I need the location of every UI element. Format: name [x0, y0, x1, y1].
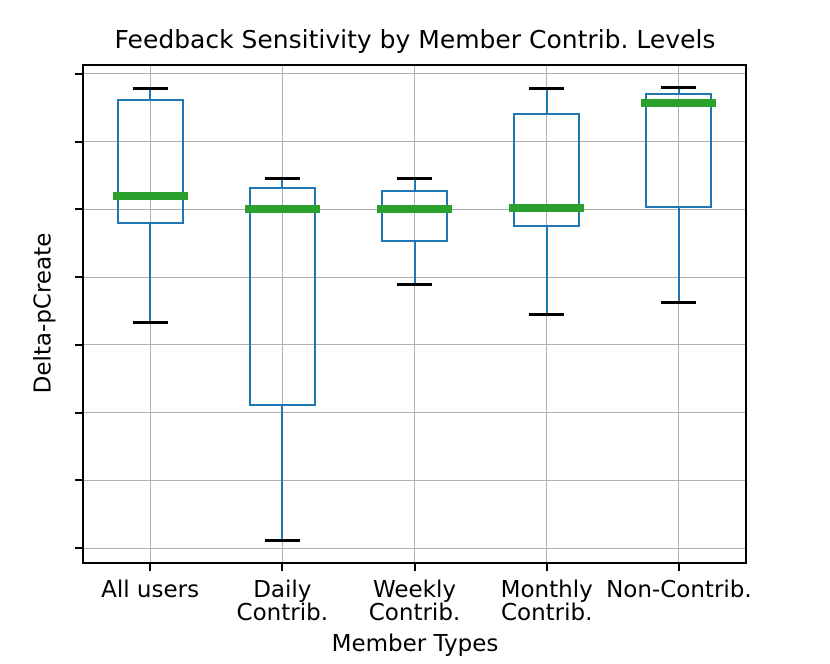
boxplot-lower-whisker — [677, 208, 680, 303]
x-tick-mark — [545, 564, 548, 571]
y-tick-mark — [75, 343, 82, 346]
boxplot-upper-cap — [529, 87, 565, 91]
boxplot-median — [112, 192, 188, 201]
x-tick-mark — [281, 564, 284, 571]
boxplot-lower-whisker — [413, 242, 416, 285]
x-tick-label: Monthly Contrib. — [500, 577, 593, 626]
x-gridline — [678, 66, 680, 562]
boxplot-upper-whisker — [545, 88, 548, 113]
boxplot-box — [645, 92, 713, 209]
y-tick-mark — [75, 276, 82, 279]
boxplot-lower-cap — [661, 300, 697, 304]
boxplot-upper-cap — [661, 86, 697, 90]
boxplot-lower-cap — [264, 538, 300, 542]
boxplot-box — [248, 186, 316, 406]
x-tick-label: All users — [101, 577, 200, 603]
x-tick-label: Daily Contrib. — [236, 577, 329, 626]
x-tick-label: Weekly Contrib. — [368, 577, 461, 626]
boxplot-upper-cap — [132, 87, 168, 91]
y-tick-mark — [75, 140, 82, 143]
boxplot-lower-cap — [397, 282, 432, 286]
boxplot-lower-whisker — [545, 227, 548, 314]
x-tick-label: Non-Contrib. — [606, 577, 752, 603]
boxplot-upper-whisker — [413, 178, 416, 191]
boxplot-lower-cap — [132, 321, 168, 325]
boxplot-lower-whisker — [281, 405, 284, 541]
x-gridline — [281, 66, 283, 562]
boxplot-median — [244, 205, 320, 214]
boxplot-upper-whisker — [677, 87, 680, 93]
plot-area — [82, 64, 747, 564]
boxplot-median — [641, 98, 717, 107]
boxplot-upper-whisker — [149, 88, 152, 99]
boxplot-upper-cap — [264, 177, 300, 181]
boxplot-box — [116, 98, 184, 225]
boxplot-box — [381, 190, 448, 243]
boxplot-lower-whisker — [149, 224, 152, 323]
y-tick-mark — [75, 411, 82, 414]
x-tick-mark — [413, 564, 416, 571]
boxplot-upper-whisker — [281, 178, 284, 187]
chart-title: Feedback Sensitivity by Member Contrib. … — [114, 25, 716, 54]
y-tick-mark — [75, 547, 82, 550]
y-tick-mark — [75, 72, 82, 75]
y-axis-label: Delta-pCreate — [30, 232, 57, 394]
boxplot-median — [377, 205, 452, 214]
x-tick-mark — [149, 564, 152, 571]
x-tick-mark — [677, 564, 680, 571]
boxplot-upper-cap — [397, 177, 432, 181]
y-tick-mark — [75, 208, 82, 211]
x-axis-label: Member Types — [331, 631, 499, 657]
boxplot-lower-cap — [529, 312, 565, 316]
x-gridline — [414, 66, 415, 562]
boxplot-median — [509, 204, 585, 213]
boxplot-box — [513, 112, 581, 228]
y-tick-mark — [75, 479, 82, 482]
